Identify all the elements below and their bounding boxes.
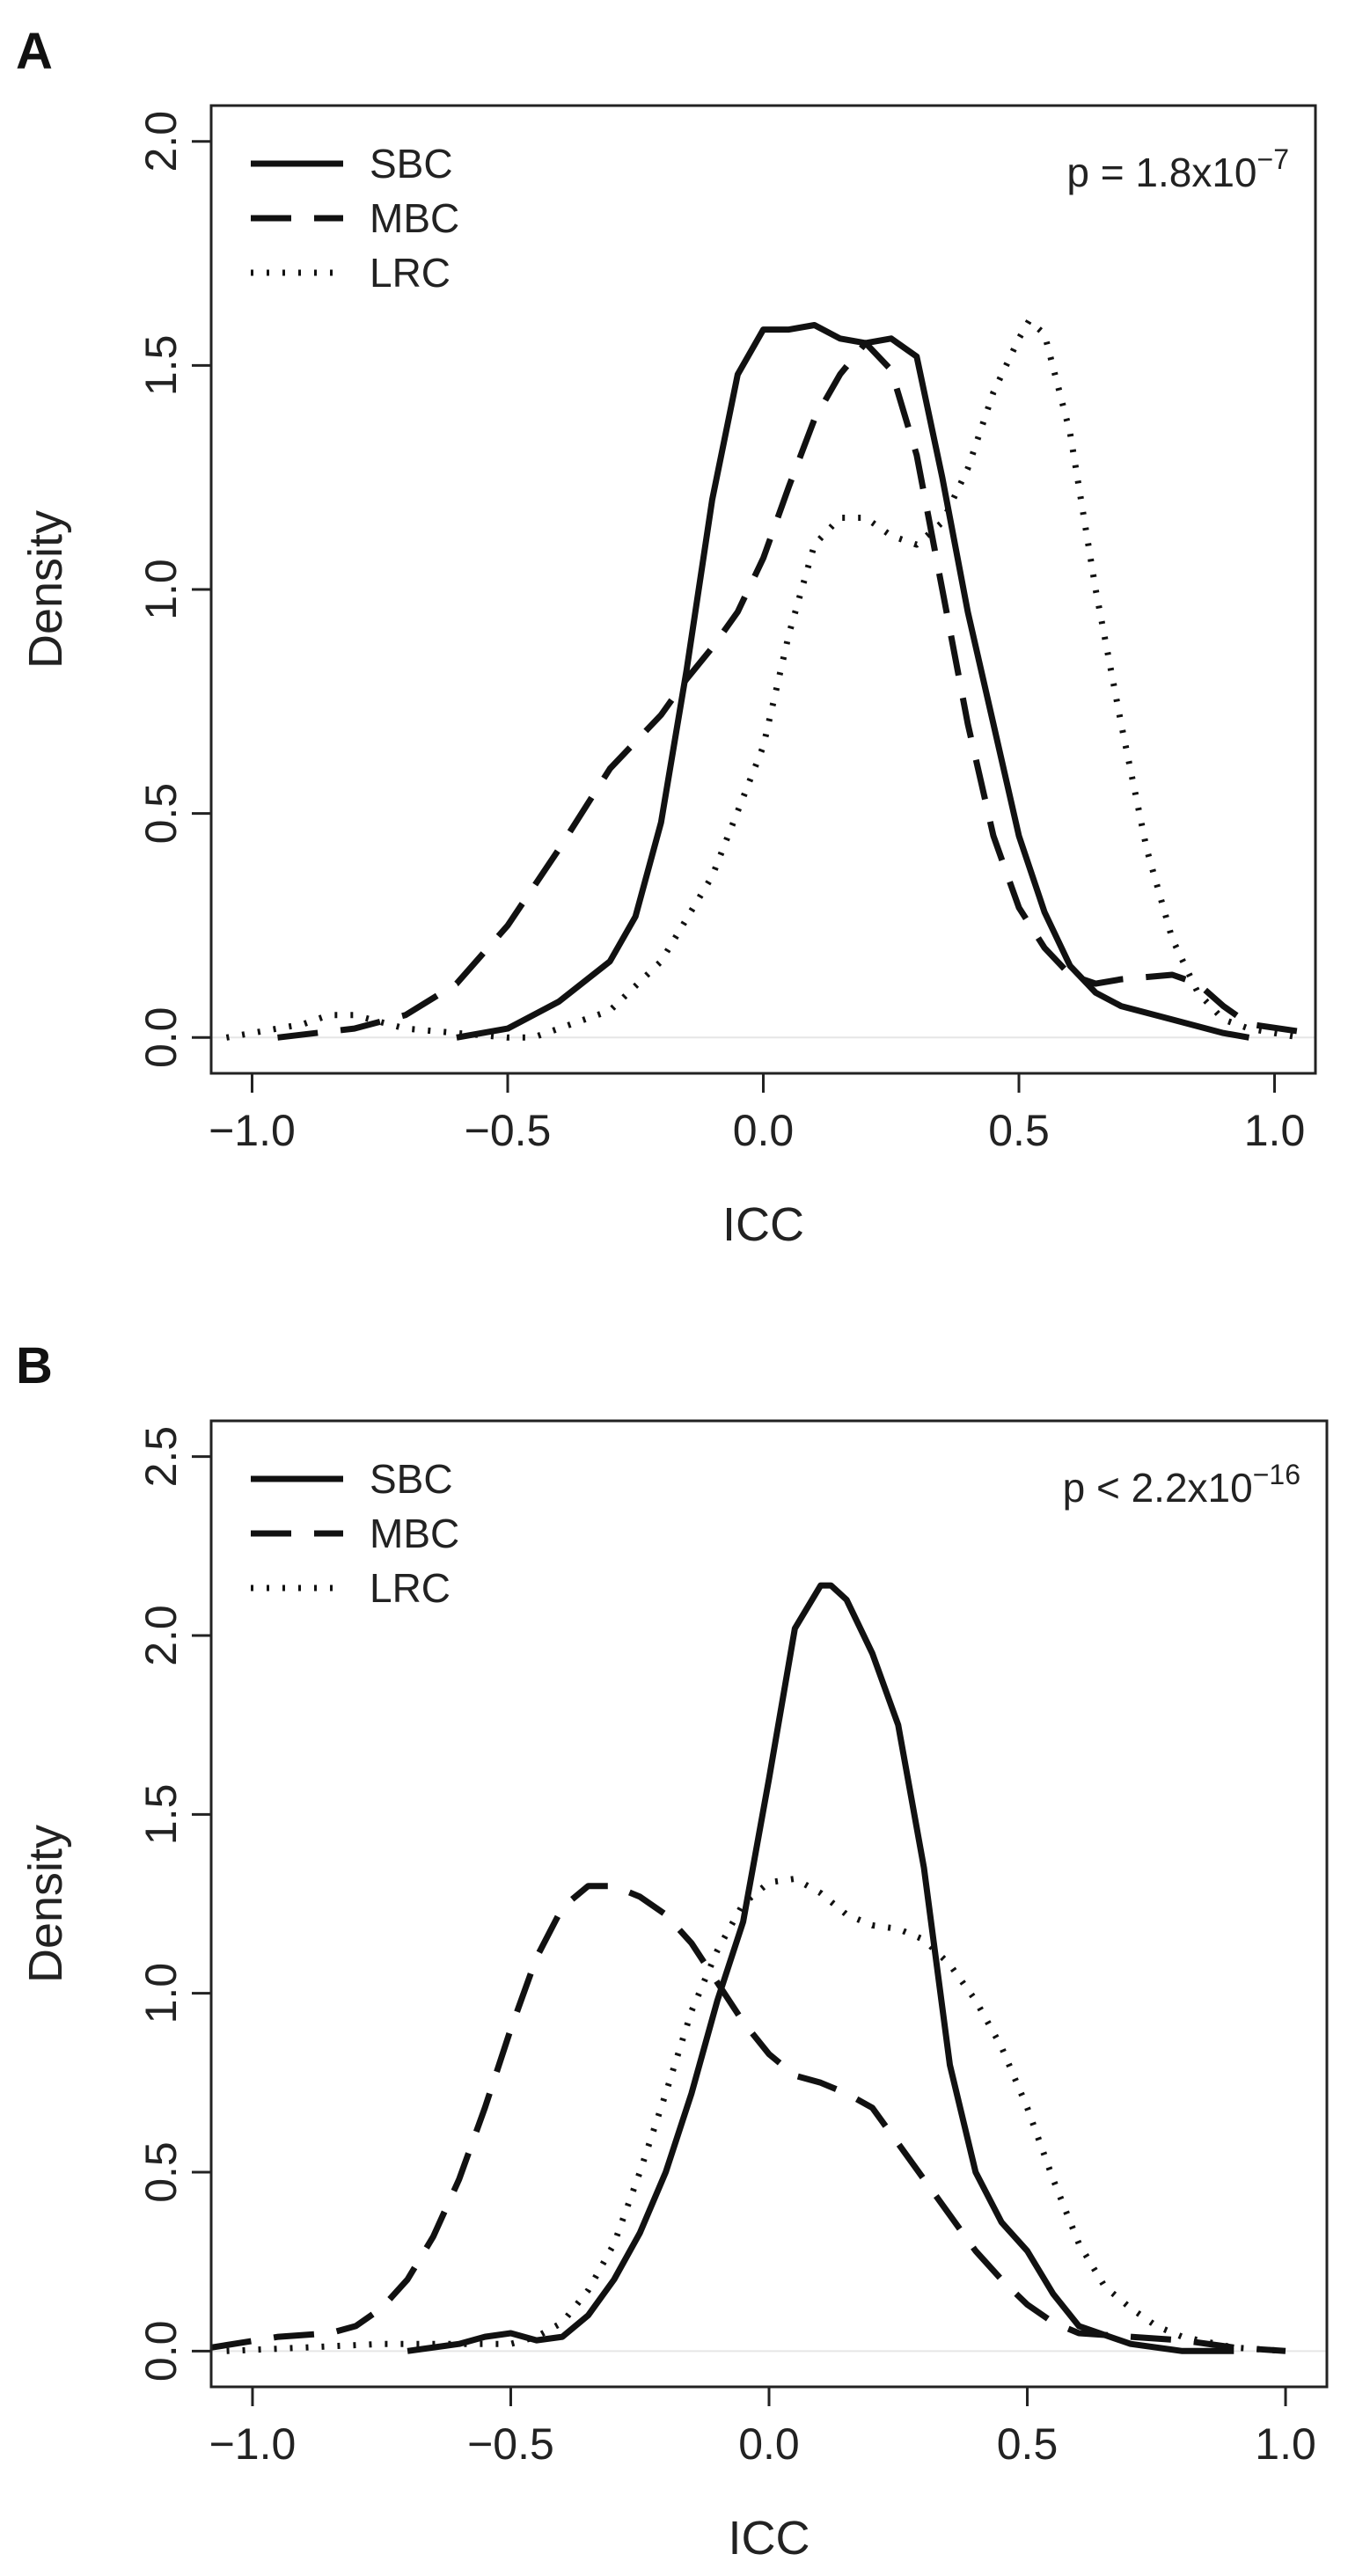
x-tick-label: 1.0: [1255, 2419, 1316, 2469]
x-tick-label: 0.0: [733, 1106, 795, 1155]
p-value-annotation: p = 1.8x10−7: [1066, 143, 1289, 195]
x-tick-label: −0.5: [465, 1106, 552, 1155]
p-value-text: p = 1.8x10: [1066, 150, 1256, 195]
series-sbc-line: [407, 1582, 1234, 2354]
p-value-exponent: −16: [1253, 1459, 1300, 1490]
legend-label-lrc: LRC: [370, 1565, 451, 1611]
y-tick-label: 2.0: [136, 111, 186, 172]
y-tick-label: 0.0: [136, 2321, 186, 2382]
legend-label-lrc: LRC: [370, 250, 451, 296]
p-value-exponent: −7: [1257, 143, 1289, 175]
x-tick-label: 1.0: [1244, 1106, 1306, 1155]
legend: SBC MBC LRC: [251, 1456, 459, 1611]
p-value-text: p < 2.2x10: [1063, 1465, 1253, 1511]
legend-label-sbc: SBC: [370, 141, 453, 187]
legend-label-mbc: MBC: [370, 1511, 459, 1556]
y-tick-label: 2.0: [136, 1605, 186, 1666]
legend: SBC MBC LRC: [251, 141, 459, 296]
legend-label-mbc: MBC: [370, 195, 459, 241]
y-tick-label: 1.0: [136, 559, 186, 620]
x-axis-title: ICC: [729, 2512, 810, 2565]
x-tick-label: −1.0: [209, 2419, 297, 2469]
x-tick-label: 0.5: [988, 1106, 1050, 1155]
x-tick-label: −1.0: [209, 1106, 296, 1155]
panel-label-b: B: [16, 1337, 53, 1394]
x-tick-label: 0.0: [738, 2419, 800, 2469]
series-sbc-line: [456, 322, 1250, 1041]
p-value-annotation: p < 2.2x10−16: [1063, 1459, 1300, 1511]
x-tick-label: −0.5: [467, 2419, 554, 2469]
y-tick-label: 0.5: [136, 2141, 186, 2203]
series-mbc-line: [210, 1883, 1286, 2354]
y-axis-title: Density: [19, 1825, 72, 1983]
series-lrc-line: [225, 317, 1301, 1041]
y-axis-title: Density: [19, 510, 72, 669]
x-tick-label: 0.5: [997, 2419, 1059, 2469]
panel-label-a: A: [16, 23, 53, 80]
y-tick-label: 0.0: [136, 1007, 186, 1069]
y-tick-label: 1.0: [136, 1963, 186, 2024]
series-lrc-line: [226, 1876, 1286, 2354]
y-tick-label: 1.5: [136, 335, 186, 397]
y-tick-label: 2.5: [136, 1426, 186, 1488]
x-axis-title: ICC: [722, 1198, 804, 1251]
y-tick-label: 0.5: [136, 783, 186, 845]
legend-label-sbc: SBC: [370, 1456, 453, 1502]
panel-b: B −1.0 −0.5 0.0 0.5 1.0 0.0 0.5 1.0 1.5 2.0 2.5 I…: [16, 1337, 1329, 2565]
y-tick-label: 1.5: [136, 1784, 186, 1846]
series-mbc-line: [277, 340, 1311, 1041]
panel-a: A −1.0 −0.5 0.0 0.5 1.0 0.00.51.01.52.0 ICC …: [16, 23, 1317, 1251]
